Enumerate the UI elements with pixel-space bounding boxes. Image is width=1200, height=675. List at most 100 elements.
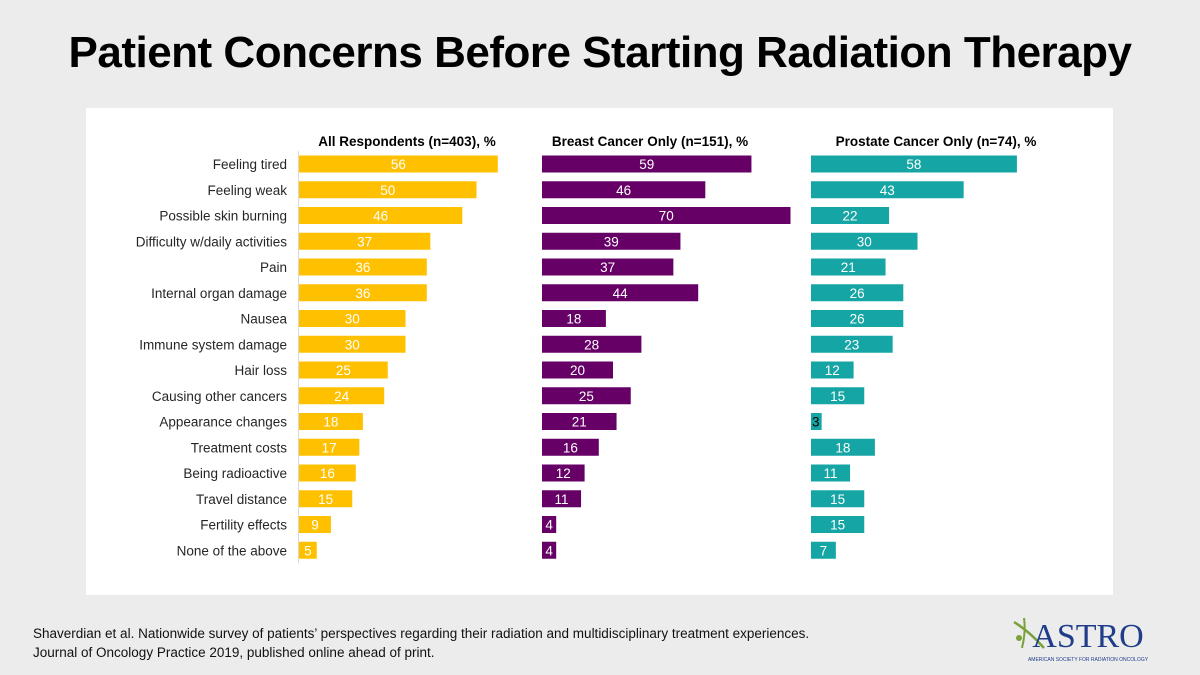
category-label: Pain [260, 260, 287, 275]
bar [542, 155, 752, 173]
bar [542, 258, 674, 276]
bar [299, 181, 477, 199]
data-label: 50 [380, 183, 395, 198]
data-label: 30 [345, 312, 360, 327]
bar [542, 335, 642, 353]
data-label: 37 [600, 260, 615, 275]
astro-emblem-icon [1013, 617, 1045, 649]
data-label: 18 [835, 440, 850, 455]
bar [299, 387, 385, 405]
data-label: 15 [830, 389, 845, 404]
data-label: 11 [555, 492, 569, 507]
category-label: Fertility effects [200, 518, 287, 533]
data-label: 36 [355, 286, 370, 301]
category-label: Travel distance [196, 492, 287, 507]
bar [542, 284, 699, 302]
data-label: 20 [570, 363, 585, 378]
bar [299, 413, 363, 430]
series-header: All Respondents (n=403), % [318, 134, 495, 149]
bar [299, 361, 388, 379]
bar [542, 310, 606, 327]
data-label: 44 [613, 286, 629, 301]
bar [811, 335, 893, 353]
bar [811, 310, 904, 327]
category-label: Possible skin burning [159, 209, 287, 224]
bar [299, 516, 331, 533]
bar [542, 232, 681, 250]
data-label: 21 [841, 260, 856, 275]
data-label: 37 [357, 234, 372, 249]
bar [299, 438, 360, 456]
category-label: Causing other cancers [152, 389, 287, 404]
data-label: 15 [318, 492, 333, 507]
data-label: 46 [373, 209, 388, 224]
bar [299, 258, 427, 276]
astro-tagline: AMERICAN SOCIETY FOR RADIATION ONCOLOGY [1028, 657, 1149, 663]
bar [299, 284, 427, 302]
chart-panel: Feeling tired Feeling weak Possible skin b… [86, 108, 1113, 595]
data-label: 26 [850, 312, 865, 327]
bar [299, 464, 356, 482]
bar [811, 413, 822, 430]
data-label: 58 [906, 157, 921, 172]
bar [299, 232, 431, 250]
bar [542, 181, 706, 199]
category-label: Immune system damage [139, 337, 287, 352]
bar [542, 516, 557, 533]
data-label: 16 [320, 466, 335, 481]
citation: Shaverdian et al. Nationwide survey of p… [33, 624, 933, 662]
data-label: 12 [556, 466, 571, 481]
bar [542, 387, 631, 405]
category-label: Feeling weak [207, 183, 287, 198]
data-label: 39 [604, 234, 619, 249]
category-label: Internal organ damage [151, 286, 287, 301]
data-label: 30 [857, 234, 872, 249]
bar [811, 490, 865, 508]
category-label: Difficulty w/daily activities [136, 234, 288, 249]
bar [299, 310, 406, 327]
bar [811, 438, 875, 456]
data-label: 7 [820, 543, 828, 558]
bar-chart: Feeling tired Feeling weak Possible skin b… [136, 134, 1037, 564]
category-label: None of the above [177, 543, 287, 558]
data-label: 4 [545, 543, 553, 558]
category-label: Appearance changes [159, 415, 287, 430]
bar [811, 284, 904, 302]
bar [811, 361, 854, 379]
bar [542, 361, 613, 379]
data-label: 5 [304, 543, 312, 558]
data-label: 30 [345, 337, 360, 352]
data-label: 25 [579, 389, 594, 404]
bar [811, 258, 886, 276]
bar [542, 438, 599, 456]
page-title: Patient Concerns Before Starting Radiati… [68, 28, 1132, 77]
data-label: 12 [825, 363, 840, 378]
category-label: Being radioactive [183, 466, 287, 481]
bar [811, 155, 1017, 173]
category-label: Feeling tired [213, 157, 287, 172]
data-label: 9 [311, 518, 319, 533]
data-label: 15 [830, 518, 845, 533]
bar [811, 516, 865, 533]
data-label: 28 [584, 337, 599, 352]
category-label: Hair loss [234, 363, 287, 378]
data-label: 18 [323, 415, 338, 430]
bar [811, 464, 851, 482]
data-label: 17 [322, 440, 337, 455]
bar [542, 413, 617, 430]
category-label: Treatment costs [191, 440, 288, 455]
bar [811, 207, 890, 224]
data-label: 46 [616, 183, 631, 198]
category-label: Nausea [240, 312, 287, 327]
data-label: 4 [545, 518, 553, 533]
series-header: Prostate Cancer Only (n=74), % [836, 134, 1037, 149]
data-label: 36 [355, 260, 370, 275]
data-label: 24 [334, 389, 350, 404]
bar [542, 541, 557, 559]
astro-wordmark: ASTRO [1032, 618, 1143, 655]
data-label: 26 [850, 286, 865, 301]
citation-line-2: Journal of Oncology Practice 2019, publi… [33, 645, 435, 660]
data-label: 3 [812, 415, 820, 430]
data-label: 22 [843, 209, 858, 224]
data-label: 18 [566, 312, 581, 327]
